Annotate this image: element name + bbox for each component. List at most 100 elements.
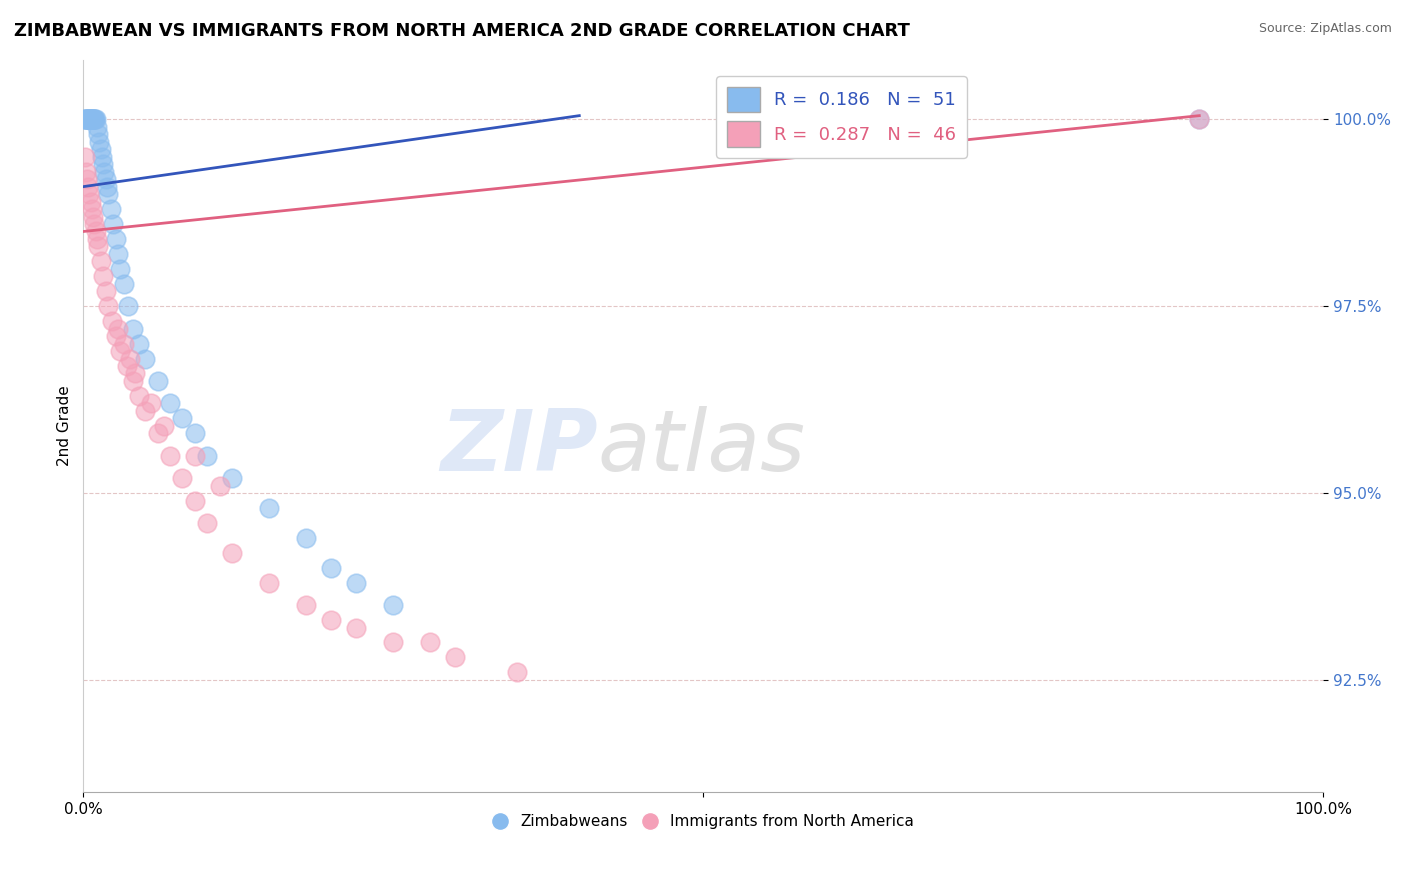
Point bbox=[86, 232, 108, 246]
Point bbox=[94, 285, 117, 299]
Point bbox=[87, 239, 110, 253]
Point bbox=[419, 635, 441, 649]
Point bbox=[82, 112, 104, 127]
Point bbox=[146, 426, 169, 441]
Point bbox=[107, 321, 129, 335]
Point bbox=[259, 575, 281, 590]
Point bbox=[91, 157, 114, 171]
Point bbox=[76, 112, 98, 127]
Point bbox=[73, 112, 96, 127]
Point bbox=[94, 172, 117, 186]
Point bbox=[90, 150, 112, 164]
Point bbox=[91, 269, 114, 284]
Point bbox=[120, 351, 142, 366]
Point bbox=[79, 112, 101, 127]
Point bbox=[86, 120, 108, 134]
Point bbox=[344, 621, 367, 635]
Point bbox=[80, 194, 103, 209]
Point bbox=[76, 112, 98, 127]
Point bbox=[75, 112, 97, 127]
Point bbox=[104, 232, 127, 246]
Point bbox=[110, 261, 132, 276]
Point bbox=[184, 449, 207, 463]
Point bbox=[83, 112, 105, 127]
Point bbox=[344, 575, 367, 590]
Point bbox=[122, 374, 145, 388]
Point bbox=[77, 112, 100, 127]
Point bbox=[134, 351, 156, 366]
Point bbox=[259, 500, 281, 515]
Text: atlas: atlas bbox=[598, 406, 806, 489]
Point bbox=[1188, 112, 1211, 127]
Point bbox=[75, 112, 97, 127]
Point bbox=[134, 404, 156, 418]
Point bbox=[444, 650, 467, 665]
Point bbox=[172, 471, 194, 485]
Point bbox=[221, 546, 243, 560]
Text: ZIP: ZIP bbox=[440, 406, 598, 489]
Point bbox=[382, 635, 405, 649]
Point bbox=[79, 187, 101, 202]
Point bbox=[84, 225, 107, 239]
Point bbox=[97, 299, 120, 313]
Point bbox=[84, 112, 107, 127]
Point bbox=[112, 277, 135, 291]
Point bbox=[195, 449, 218, 463]
Point bbox=[115, 359, 138, 373]
Point bbox=[82, 112, 104, 127]
Point bbox=[90, 142, 112, 156]
Point bbox=[73, 150, 96, 164]
Point bbox=[159, 396, 181, 410]
Point bbox=[1188, 112, 1211, 127]
Point bbox=[87, 128, 110, 142]
Y-axis label: 2nd Grade: 2nd Grade bbox=[58, 385, 72, 467]
Point bbox=[184, 493, 207, 508]
Point bbox=[295, 531, 318, 545]
Point bbox=[128, 336, 150, 351]
Point bbox=[321, 561, 343, 575]
Point bbox=[221, 471, 243, 485]
Point bbox=[141, 396, 163, 410]
Point bbox=[101, 314, 124, 328]
Point bbox=[89, 135, 111, 149]
Point bbox=[93, 164, 115, 178]
Point bbox=[128, 389, 150, 403]
Point bbox=[80, 112, 103, 127]
Point bbox=[506, 665, 529, 680]
Point bbox=[124, 367, 146, 381]
Point bbox=[80, 202, 103, 216]
Point bbox=[100, 202, 122, 216]
Point bbox=[83, 112, 105, 127]
Point bbox=[104, 329, 127, 343]
Point bbox=[122, 321, 145, 335]
Point bbox=[195, 516, 218, 530]
Point bbox=[82, 210, 104, 224]
Point bbox=[208, 478, 231, 492]
Point bbox=[75, 112, 97, 127]
Point bbox=[172, 411, 194, 425]
Point bbox=[83, 217, 105, 231]
Point bbox=[153, 418, 176, 433]
Legend: Zimbabweans, Immigrants from North America: Zimbabweans, Immigrants from North Ameri… bbox=[486, 808, 920, 836]
Point bbox=[117, 299, 139, 313]
Point bbox=[76, 172, 98, 186]
Point bbox=[79, 112, 101, 127]
Text: Source: ZipAtlas.com: Source: ZipAtlas.com bbox=[1258, 22, 1392, 36]
Text: ZIMBABWEAN VS IMMIGRANTS FROM NORTH AMERICA 2ND GRADE CORRELATION CHART: ZIMBABWEAN VS IMMIGRANTS FROM NORTH AMER… bbox=[14, 22, 910, 40]
Point bbox=[96, 179, 118, 194]
Point bbox=[84, 112, 107, 127]
Point bbox=[97, 187, 120, 202]
Point bbox=[80, 112, 103, 127]
Point bbox=[101, 217, 124, 231]
Point bbox=[90, 254, 112, 268]
Point bbox=[321, 613, 343, 627]
Point bbox=[295, 598, 318, 612]
Point bbox=[75, 164, 97, 178]
Point bbox=[107, 247, 129, 261]
Point bbox=[159, 449, 181, 463]
Point bbox=[77, 179, 100, 194]
Point bbox=[80, 112, 103, 127]
Point bbox=[184, 426, 207, 441]
Point bbox=[112, 336, 135, 351]
Point bbox=[77, 112, 100, 127]
